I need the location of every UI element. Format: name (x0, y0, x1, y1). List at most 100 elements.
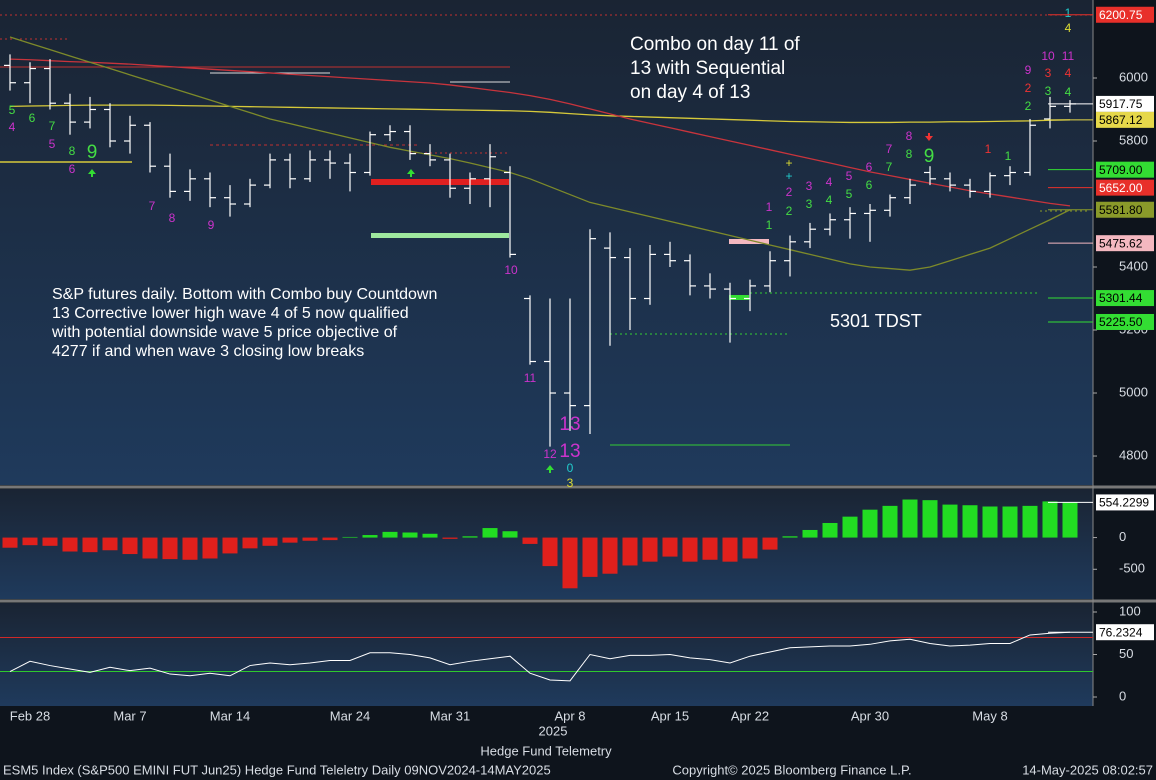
annotation: 13 with Sequential (630, 58, 785, 79)
setup-count: 2 (1025, 81, 1032, 95)
histogram-bar (442, 537, 458, 539)
histogram-bar (1002, 506, 1018, 538)
histogram-bar (62, 537, 78, 552)
level-label: 5475.62 (1099, 236, 1143, 250)
arrow (546, 465, 554, 473)
arrow (925, 133, 933, 141)
setup-count: 13 (559, 414, 580, 435)
histogram-bar (402, 532, 418, 538)
histogram-bar (642, 537, 658, 562)
histogram-bar (862, 509, 878, 538)
level-label: 5867.12 (1099, 113, 1143, 127)
setup-count: 9 (924, 146, 935, 167)
histogram-bar (842, 516, 858, 538)
setup-count: 4 (9, 120, 16, 134)
y-tick-label: 0 (1119, 688, 1126, 703)
level-box (1096, 95, 1154, 112)
setup-count: 10 (1041, 49, 1055, 63)
setup-count: + (785, 169, 792, 183)
footer: Copyright© 2025 Bloomberg Finance L.P. (672, 762, 911, 777)
arrow (407, 169, 415, 177)
setup-count: 1 (766, 218, 773, 232)
histogram-bar (382, 531, 398, 538)
band (371, 233, 509, 238)
setup-count: 11 (1062, 49, 1075, 63)
annotation: 13 Corrective lower high wave 4 of 5 now… (52, 305, 409, 322)
x-tick-label: Apr 30 (851, 708, 889, 723)
histogram-bar (1062, 502, 1078, 538)
level-label: 5301.44 (1099, 291, 1143, 305)
setup-count: 2 (786, 204, 793, 218)
y-tick-label: 6000 (1119, 69, 1148, 84)
level-label: 5652.00 (1099, 181, 1143, 195)
band (729, 295, 749, 300)
setup-count: 6 (866, 160, 873, 174)
level-label: 554.2299 (1099, 496, 1149, 510)
histogram-bar (802, 529, 818, 538)
setup-count: 0 (567, 461, 574, 475)
histogram-bar (222, 537, 238, 554)
band (371, 179, 509, 185)
histogram-bar (262, 537, 278, 546)
level-box (1096, 235, 1154, 252)
setup-count: 4 (1065, 85, 1072, 99)
histogram-bar (82, 537, 98, 553)
annotation: 4277 if and when wave 3 closing low brea… (52, 343, 364, 360)
setup-count: 2 (786, 185, 793, 199)
setup-count: 1 (985, 142, 992, 156)
histogram-bar (102, 537, 118, 551)
setup-count: 3 (806, 197, 813, 211)
setup-count: 5 (49, 137, 56, 151)
setup-count: 9 (208, 218, 215, 232)
rsi-panel (0, 603, 1093, 706)
setup-count: 13 (559, 441, 580, 462)
y-tick-label: 4800 (1119, 447, 1148, 462)
level-label: 6200.75 (1099, 8, 1143, 22)
y-tick-label: 50 (1119, 646, 1133, 661)
setup-count: 3 (1045, 66, 1052, 80)
y-tick-label: 0 (1119, 529, 1126, 544)
y-tick-label: 5000 (1119, 384, 1148, 399)
setup-count: 1 (766, 200, 773, 214)
setup-count: 5 (846, 169, 853, 183)
histogram-bar (122, 537, 138, 555)
histogram-bar (282, 537, 298, 543)
price-panel (0, 0, 1093, 485)
moving-average (9, 104, 1071, 124)
histogram-bar (582, 537, 598, 577)
setup-count: 1 (1065, 6, 1072, 20)
setup-count: 5 (9, 103, 16, 117)
level-box (1096, 161, 1154, 178)
x-tick-label: Feb 28 (10, 708, 50, 723)
annotation: 5301 TDST (830, 311, 922, 331)
histogram-bar (982, 506, 998, 538)
level-box (1096, 201, 1154, 218)
histogram-bar (1022, 505, 1038, 538)
histogram-bar (782, 536, 798, 538)
setup-count: 11 (524, 371, 537, 385)
histogram-bar (302, 537, 318, 541)
x-tick-label: Mar 14 (210, 708, 250, 723)
x-tick-label: Mar 24 (330, 708, 370, 723)
setup-count: 6 (29, 111, 36, 125)
subtitle: Hedge Fund Telemetry (480, 743, 612, 758)
year-label: 2025 (539, 723, 568, 738)
level-box (1096, 111, 1154, 128)
histogram-bar (702, 537, 718, 560)
histogram-bar (362, 535, 378, 538)
histogram-bar (522, 537, 538, 544)
annotation: on day 4 of 13 (630, 82, 750, 103)
setup-count: 1 (1005, 149, 1012, 163)
band (729, 239, 769, 244)
setup-count: + (785, 156, 792, 170)
histogram-bar (562, 537, 578, 589)
footer: ESM5 Index (S&P500 EMINI FUT Jun25) Hedg… (3, 762, 551, 777)
y-tick-label: 5400 (1119, 258, 1148, 273)
histogram-bar (422, 533, 438, 538)
histogram-bar (762, 537, 778, 550)
histogram-bar (902, 499, 918, 538)
level-label: 5709.00 (1099, 163, 1143, 177)
level-label: 5581.80 (1099, 203, 1143, 217)
histogram-bar (162, 537, 178, 560)
level-label: 5225.50 (1099, 315, 1143, 329)
